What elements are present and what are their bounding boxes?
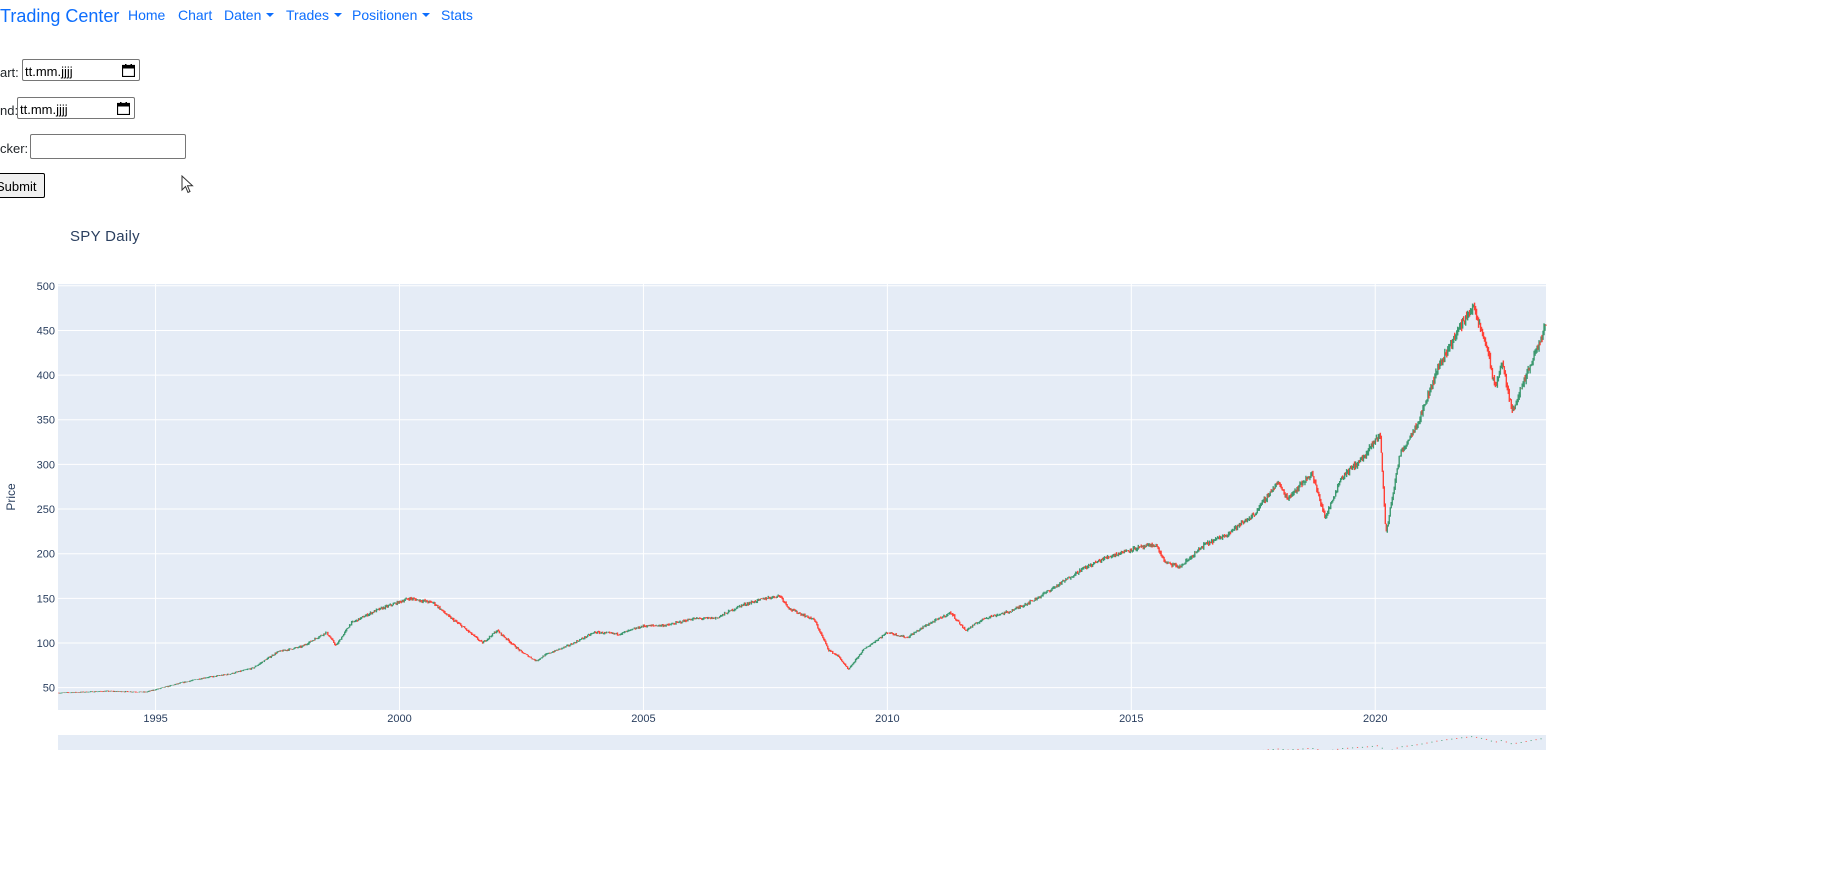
nav-stats[interactable]: Stats [441,7,473,23]
nav-positionen-label: Positionen [352,7,418,23]
submit-label: Submit [0,179,37,194]
y-axis-label: Price [4,483,18,511]
x-tick-label: 2010 [875,713,899,725]
plot-area[interactable] [58,284,1546,710]
calendar-icon[interactable] [117,102,130,115]
y-tick-label: 350 [37,415,55,427]
submit-button[interactable]: Submit [0,173,45,198]
calendar-icon[interactable] [122,64,135,77]
nav-trades-dropdown[interactable]: Trades [286,7,343,23]
y-tick-label: 300 [37,459,55,471]
x-tick-label: 2000 [387,713,411,725]
range-slider[interactable] [58,735,1546,750]
y-tick-label: 450 [37,325,55,337]
chart-title: SPY Daily [70,228,140,245]
chevron-down-icon [334,13,343,17]
candlestick-chart[interactable]: 50 100 150 200 250 300 350 400 450 500 1995 2000 20… [0,270,1560,750]
gridlines [58,284,1546,710]
mouse-cursor-icon [181,175,194,194]
range-slider-preview [1262,736,1542,750]
end-date-label: nd: [0,103,19,118]
navbar: Trading Center Home Chart Daten Trades P… [0,0,1832,32]
chevron-down-icon [266,13,275,17]
nav-positionen-dropdown[interactable]: Positionen [352,7,431,23]
ticker-input[interactable] [30,134,186,159]
start-date-value: tt.mm.jjjj [25,64,73,79]
x-axis-ticks: 1995 2000 2005 2010 2015 2020 [143,713,1387,725]
nav-home[interactable]: Home [128,7,166,23]
y-tick-label: 50 [43,683,55,695]
chevron-down-icon [422,13,431,17]
y-tick-label: 150 [37,593,55,605]
end-date-value: tt.mm.jjjj [20,102,68,117]
y-tick-label: 400 [37,370,55,382]
nav-daten-label: Daten [224,7,262,23]
y-tick-label: 200 [37,549,55,561]
x-tick-label: 2020 [1363,713,1387,725]
end-date-input[interactable]: tt.mm.jjjj [17,97,135,119]
x-tick-label: 2005 [631,713,655,725]
y-tick-label: 250 [37,504,55,516]
nav-daten-dropdown[interactable]: Daten [224,7,275,23]
y-axis-ticks: 50 100 150 200 250 300 350 400 450 500 [37,281,55,695]
brand-link[interactable]: Trading Center [0,6,120,26]
y-tick-label: 500 [37,281,55,293]
x-tick-label: 2015 [1119,713,1143,725]
start-date-input[interactable]: tt.mm.jjjj [22,59,140,81]
nav-trades-label: Trades [286,7,330,23]
candles [58,302,1547,694]
x-tick-label: 1995 [143,713,167,725]
ticker-label: cker: [0,141,29,156]
nav-chart[interactable]: Chart [178,7,213,23]
y-tick-label: 100 [37,638,55,650]
start-date-label: art: [0,65,19,80]
